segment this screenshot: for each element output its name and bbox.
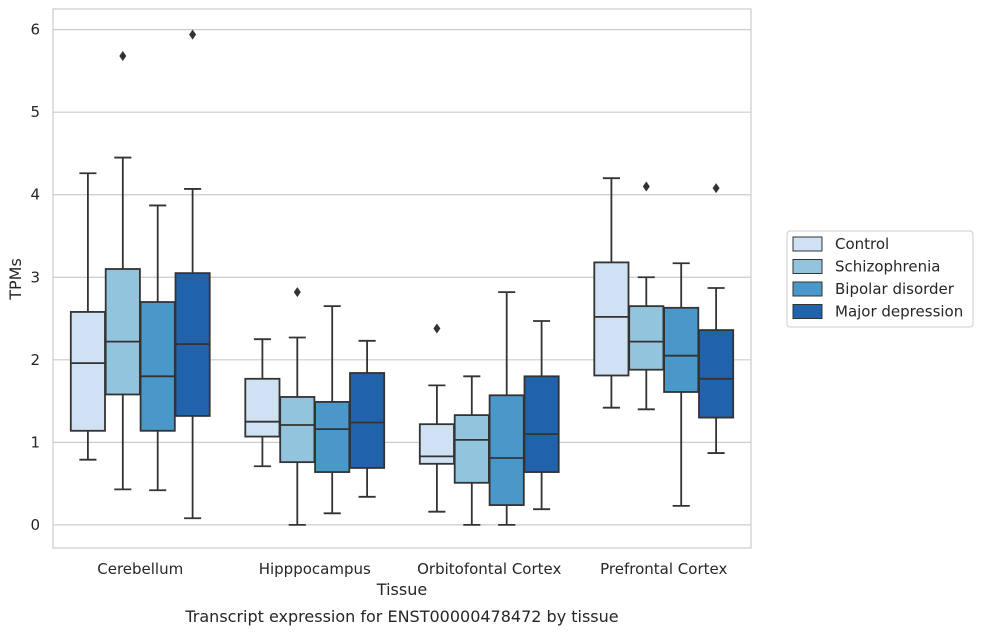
outlier-point bbox=[642, 181, 650, 192]
boxes-group bbox=[69, 29, 735, 526]
outlier-point bbox=[293, 287, 301, 298]
box-schizophrenia-cerebellum bbox=[104, 51, 141, 491]
box-iqr bbox=[593, 261, 630, 377]
box-iqr bbox=[139, 301, 176, 432]
box-iqr bbox=[314, 401, 351, 473]
y-axis-label: TPMs bbox=[6, 258, 25, 301]
box-iqr bbox=[69, 311, 106, 432]
x-tick-label: Cerebellum bbox=[97, 560, 183, 578]
box-control-hipppocampus bbox=[244, 338, 281, 468]
x-tick-label: Hipppocampus bbox=[259, 560, 371, 578]
x-axis-ticks: Cerebellum Hipppocampus Orbitofontal Corte… bbox=[97, 560, 727, 578]
legend-swatch bbox=[792, 236, 823, 252]
box-iqr bbox=[628, 305, 665, 371]
legend-label: Control bbox=[835, 235, 889, 253]
box-major-depression-orbitofontal-cortex bbox=[523, 320, 560, 511]
legend-frame bbox=[786, 230, 974, 328]
plot-area bbox=[52, 8, 752, 549]
legend: Control Schizophrenia Bipolar disorder Majo… bbox=[786, 230, 974, 328]
box-iqr bbox=[418, 423, 455, 465]
legend-swatch bbox=[792, 304, 823, 319]
legend-label: Major depression bbox=[835, 303, 963, 321]
chart-caption: Transcript expression for ENST0000047847… bbox=[184, 607, 618, 626]
box-control-orbitofontal-cortex bbox=[418, 323, 455, 513]
box-bipolar-disorder-prefrontal-cortex bbox=[663, 262, 700, 507]
x-axis-label: Tissue bbox=[376, 580, 427, 599]
box-iqr bbox=[244, 377, 281, 438]
outlier-point bbox=[433, 323, 441, 334]
y-tick-label: 6 bbox=[30, 21, 40, 39]
box-bipolar-disorder-orbitofontal-cortex bbox=[488, 291, 525, 526]
y-axis-ticks: 0 1 2 3 4 5 6 bbox=[30, 21, 40, 534]
y-tick-label: 0 bbox=[30, 516, 40, 534]
y-tick-label: 4 bbox=[30, 186, 40, 204]
box-control-cerebellum bbox=[69, 172, 106, 461]
y-tick-label: 5 bbox=[30, 103, 40, 121]
legend-label: Bipolar disorder bbox=[835, 280, 955, 298]
grid-lines bbox=[53, 29, 751, 526]
legend-swatch bbox=[792, 259, 823, 274]
box-bipolar-disorder-hipppocampus bbox=[314, 305, 351, 515]
y-tick-label: 3 bbox=[30, 268, 40, 286]
box-iqr bbox=[698, 329, 735, 419]
box-iqr bbox=[523, 375, 560, 473]
x-tick-label: Orbitofontal Cortex bbox=[417, 560, 561, 578]
box-iqr bbox=[663, 306, 700, 393]
box-schizophrenia-hipppocampus bbox=[279, 287, 316, 526]
box-iqr bbox=[453, 414, 490, 484]
box-iqr bbox=[488, 394, 525, 506]
box-iqr bbox=[279, 396, 316, 464]
box-iqr bbox=[104, 268, 141, 396]
box-control-prefrontal-cortex bbox=[593, 177, 630, 409]
box-major-depression-prefrontal-cortex bbox=[698, 183, 735, 454]
legend-swatch bbox=[792, 281, 823, 297]
legend-label: Schizophrenia bbox=[835, 258, 940, 276]
y-tick-label: 1 bbox=[30, 433, 40, 451]
box-iqr bbox=[349, 372, 386, 469]
y-tick-label: 2 bbox=[30, 351, 40, 369]
outlier-point bbox=[712, 183, 720, 194]
x-tick-label: Prefrontal Cortex bbox=[600, 560, 727, 578]
box-bipolar-disorder-cerebellum bbox=[139, 204, 176, 492]
box-major-depression-cerebellum bbox=[174, 29, 211, 520]
outlier-point bbox=[119, 51, 127, 62]
outlier-point bbox=[189, 29, 197, 40]
box-schizophrenia-prefrontal-cortex bbox=[628, 181, 665, 411]
box-major-depression-hipppocampus bbox=[349, 339, 386, 498]
